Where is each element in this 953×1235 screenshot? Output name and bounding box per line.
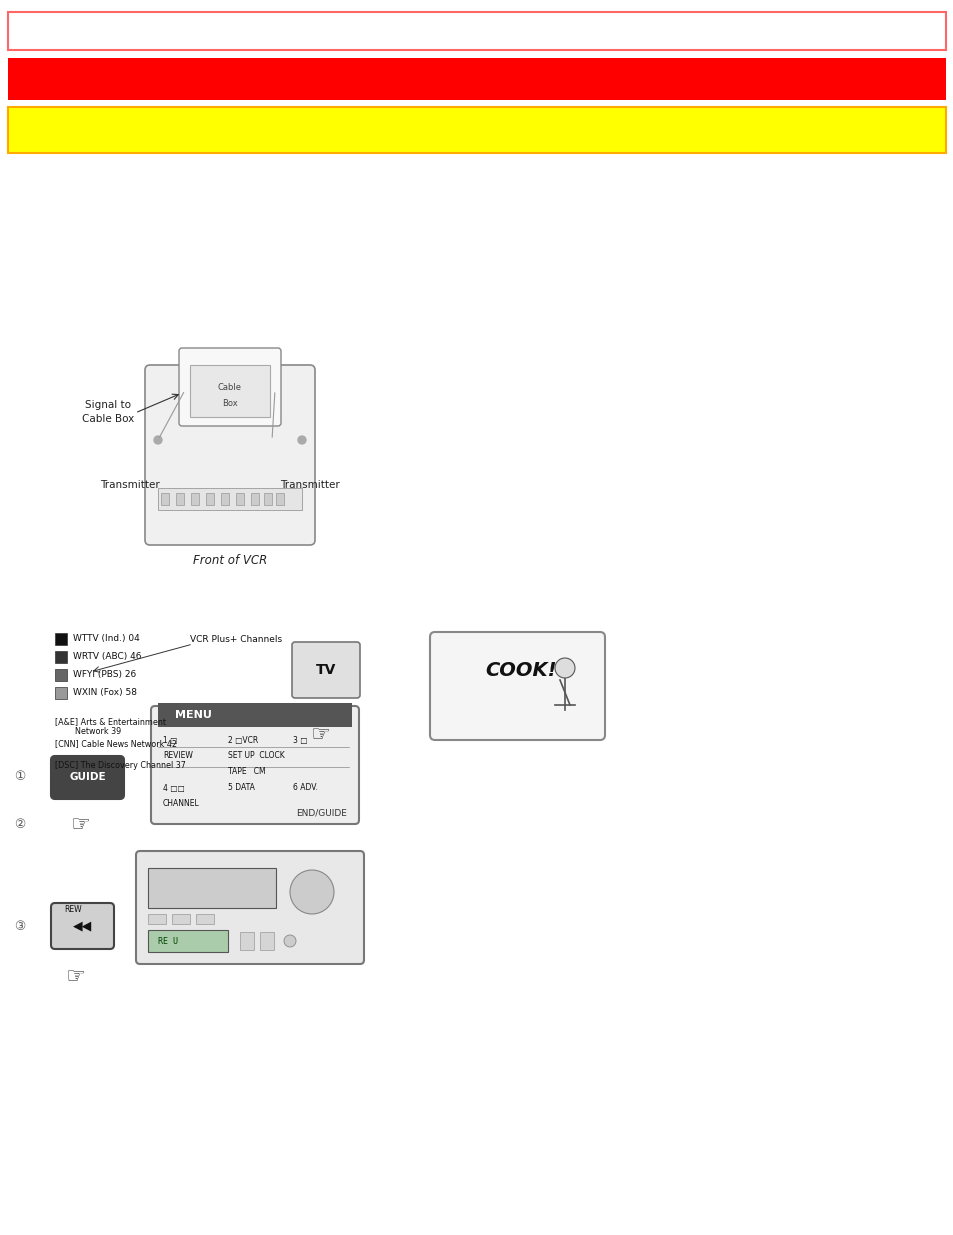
Bar [235,493,244,505]
Text: REW: REW [64,904,82,914]
Text: RE U: RE U [158,936,178,946]
Text: TV: TV [315,663,335,677]
Bar [275,493,284,505]
Text: ①: ① [14,771,26,783]
FancyBboxPatch shape [145,366,314,545]
Bar [251,493,258,505]
Bar [148,914,166,924]
Text: ③: ③ [14,920,26,934]
Text: Signal to: Signal to [85,400,131,410]
Text: ②: ② [14,819,26,831]
Text: MENU: MENU [174,710,212,720]
Circle shape [153,436,162,445]
Bar [158,703,352,727]
Bar [264,493,272,505]
Text: [A&E] Arts & Entertainment
        Network 39: [A&E] Arts & Entertainment Network 39 [55,718,166,736]
Bar [195,914,213,924]
Circle shape [284,935,295,947]
Bar [161,493,169,505]
FancyBboxPatch shape [8,12,945,49]
Text: ☞: ☞ [310,725,330,745]
Bar [55,669,67,680]
Text: ☞: ☞ [65,967,85,987]
Text: 2 □VCR: 2 □VCR [228,736,258,745]
Bar [240,932,253,950]
Text: Transmitter: Transmitter [280,480,339,490]
Bar [175,493,184,505]
Text: 3 □: 3 □ [293,736,307,745]
FancyBboxPatch shape [430,632,604,740]
Text: 1 □: 1 □ [163,736,177,745]
Text: ☞: ☞ [70,815,90,835]
Bar [172,914,190,924]
Text: GUIDE: GUIDE [70,773,106,783]
Text: Box: Box [222,399,237,408]
Bar [206,493,213,505]
Circle shape [290,869,334,914]
Bar [221,493,229,505]
Text: SET UP  CLOCK: SET UP CLOCK [228,752,284,761]
Text: WTTV (Ind.) 04: WTTV (Ind.) 04 [73,635,139,643]
FancyBboxPatch shape [151,706,358,824]
Text: TAPE   CM: TAPE CM [228,767,265,777]
Bar [55,651,67,663]
Text: CHANNEL: CHANNEL [163,799,199,809]
FancyBboxPatch shape [179,348,281,426]
Bar [8,58,945,100]
Bar [148,930,228,952]
Text: WFYI (PBS) 26: WFYI (PBS) 26 [73,671,136,679]
FancyBboxPatch shape [51,903,113,948]
Bar [260,932,274,950]
Circle shape [555,658,575,678]
Text: Transmitter: Transmitter [100,480,160,490]
Bar [55,634,67,645]
Text: COOK!: COOK! [484,661,556,679]
FancyBboxPatch shape [8,107,945,153]
Bar [148,868,275,908]
Text: [CNN] Cable News Network 42: [CNN] Cable News Network 42 [55,739,177,748]
Text: 6 ADV.: 6 ADV. [293,783,317,793]
Text: ◀◀: ◀◀ [72,920,92,932]
Bar [191,493,199,505]
FancyBboxPatch shape [190,366,270,417]
Text: Cable: Cable [218,383,242,391]
Text: END/GUIDE: END/GUIDE [295,809,347,818]
Text: 5 DATA: 5 DATA [228,783,254,793]
Bar [158,488,302,510]
Text: Cable Box: Cable Box [82,414,134,424]
FancyBboxPatch shape [51,756,124,799]
Bar [55,687,67,699]
Text: [DSC] The Discovery Channel 37: [DSC] The Discovery Channel 37 [55,761,186,769]
FancyBboxPatch shape [136,851,364,965]
Text: REVIEW: REVIEW [163,752,193,761]
FancyBboxPatch shape [292,642,359,698]
Text: 4 □□: 4 □□ [163,783,185,793]
Text: Front of VCR: Front of VCR [193,553,267,567]
Text: WRTV (ABC) 46: WRTV (ABC) 46 [73,652,141,662]
Circle shape [297,436,306,445]
Text: VCR Plus+ Channels: VCR Plus+ Channels [190,635,282,643]
Text: WXIN (Fox) 58: WXIN (Fox) 58 [73,688,137,698]
